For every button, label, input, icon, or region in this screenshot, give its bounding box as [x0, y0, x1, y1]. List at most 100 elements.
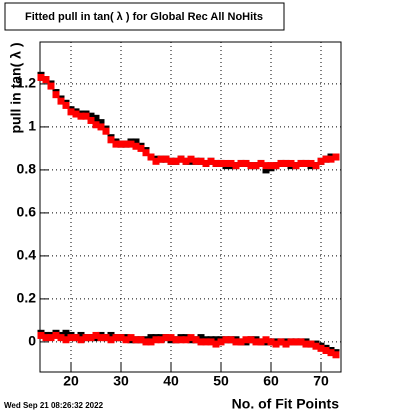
- marker: [187, 155, 195, 163]
- marker: [67, 334, 75, 342]
- marker: [307, 340, 315, 348]
- timestamp: Wed Sep 21 08:26:32 2022: [4, 401, 104, 410]
- marker: [82, 334, 90, 342]
- x-axis-label: No. of Fit Points: [232, 396, 340, 412]
- marker: [312, 162, 320, 170]
- marker: [332, 351, 340, 359]
- x-tick-label: 60: [263, 373, 279, 389]
- marker: [277, 338, 285, 346]
- marker: [172, 336, 180, 344]
- marker: [142, 338, 150, 346]
- marker: [77, 112, 85, 120]
- marker: [257, 159, 265, 167]
- marker: [127, 140, 135, 148]
- marker: [87, 112, 95, 120]
- marker: [297, 159, 305, 167]
- marker: [37, 331, 45, 339]
- marker: [257, 338, 265, 346]
- marker: [242, 159, 250, 167]
- marker: [217, 338, 225, 346]
- marker: [197, 334, 205, 342]
- marker: [237, 159, 245, 167]
- marker: [217, 159, 225, 167]
- marker: [97, 119, 105, 127]
- marker: [77, 331, 85, 339]
- marker: [67, 108, 75, 116]
- marker: [227, 159, 235, 167]
- marker: [332, 153, 340, 161]
- marker: [287, 159, 295, 167]
- marker: [302, 340, 310, 348]
- marker: [122, 336, 130, 344]
- y-tick-label: 0.6: [17, 204, 37, 220]
- marker: [222, 159, 230, 167]
- marker: [232, 338, 240, 346]
- marker: [277, 159, 285, 167]
- marker: [112, 140, 120, 148]
- marker: [282, 159, 290, 167]
- marker: [247, 162, 255, 170]
- marker: [192, 336, 200, 344]
- marker: [122, 140, 130, 148]
- marker: [267, 338, 275, 346]
- marker: [147, 338, 155, 346]
- y-tick-label: 0.4: [17, 247, 37, 263]
- marker: [77, 336, 85, 344]
- marker: [107, 336, 115, 344]
- marker: [52, 91, 60, 99]
- marker: [92, 121, 100, 129]
- marker: [107, 136, 115, 144]
- marker: [37, 73, 45, 81]
- marker: [162, 334, 170, 342]
- marker: [157, 155, 165, 163]
- marker: [297, 338, 305, 346]
- x-tick-label: 40: [163, 373, 179, 389]
- y-tick-label: 1: [28, 118, 36, 134]
- marker: [202, 159, 210, 167]
- marker: [187, 334, 195, 342]
- marker: [42, 76, 50, 84]
- marker: [102, 127, 110, 135]
- marker: [262, 162, 270, 170]
- marker: [132, 142, 140, 150]
- marker: [212, 159, 220, 167]
- marker: [127, 334, 135, 342]
- marker: [182, 336, 190, 344]
- y-axis-label: pull in tan( λ ): [8, 43, 24, 134]
- marker: [207, 157, 215, 165]
- marker: [252, 162, 260, 170]
- marker: [47, 82, 55, 90]
- marker: [212, 340, 220, 348]
- x-tick-label: 50: [213, 373, 229, 389]
- marker: [137, 144, 145, 152]
- marker: [292, 338, 300, 346]
- y-tick-label: 1.2: [17, 75, 37, 91]
- marker: [102, 334, 110, 342]
- x-tick-label: 20: [63, 373, 79, 389]
- marker: [147, 153, 155, 161]
- marker: [72, 110, 80, 118]
- marker: [157, 336, 165, 344]
- marker: [302, 159, 310, 167]
- marker: [197, 157, 205, 165]
- marker: [197, 338, 205, 346]
- marker: [292, 162, 300, 170]
- marker: [212, 336, 220, 344]
- marker: [87, 334, 95, 342]
- plot-frame: [39, 41, 342, 373]
- y-tick-label: 0: [28, 333, 36, 349]
- marker: [62, 336, 70, 344]
- y-tick-label: 0.8: [17, 161, 37, 177]
- x-tick-label: 30: [113, 373, 129, 389]
- marker: [322, 155, 330, 163]
- marker: [117, 140, 125, 148]
- marker: [327, 349, 335, 357]
- marker: [222, 336, 230, 344]
- marker: [202, 338, 210, 346]
- y-tick-label: 0.2: [17, 290, 37, 306]
- marker: [97, 123, 105, 131]
- marker: [287, 338, 295, 346]
- marker: [237, 338, 245, 346]
- marker: [312, 342, 320, 350]
